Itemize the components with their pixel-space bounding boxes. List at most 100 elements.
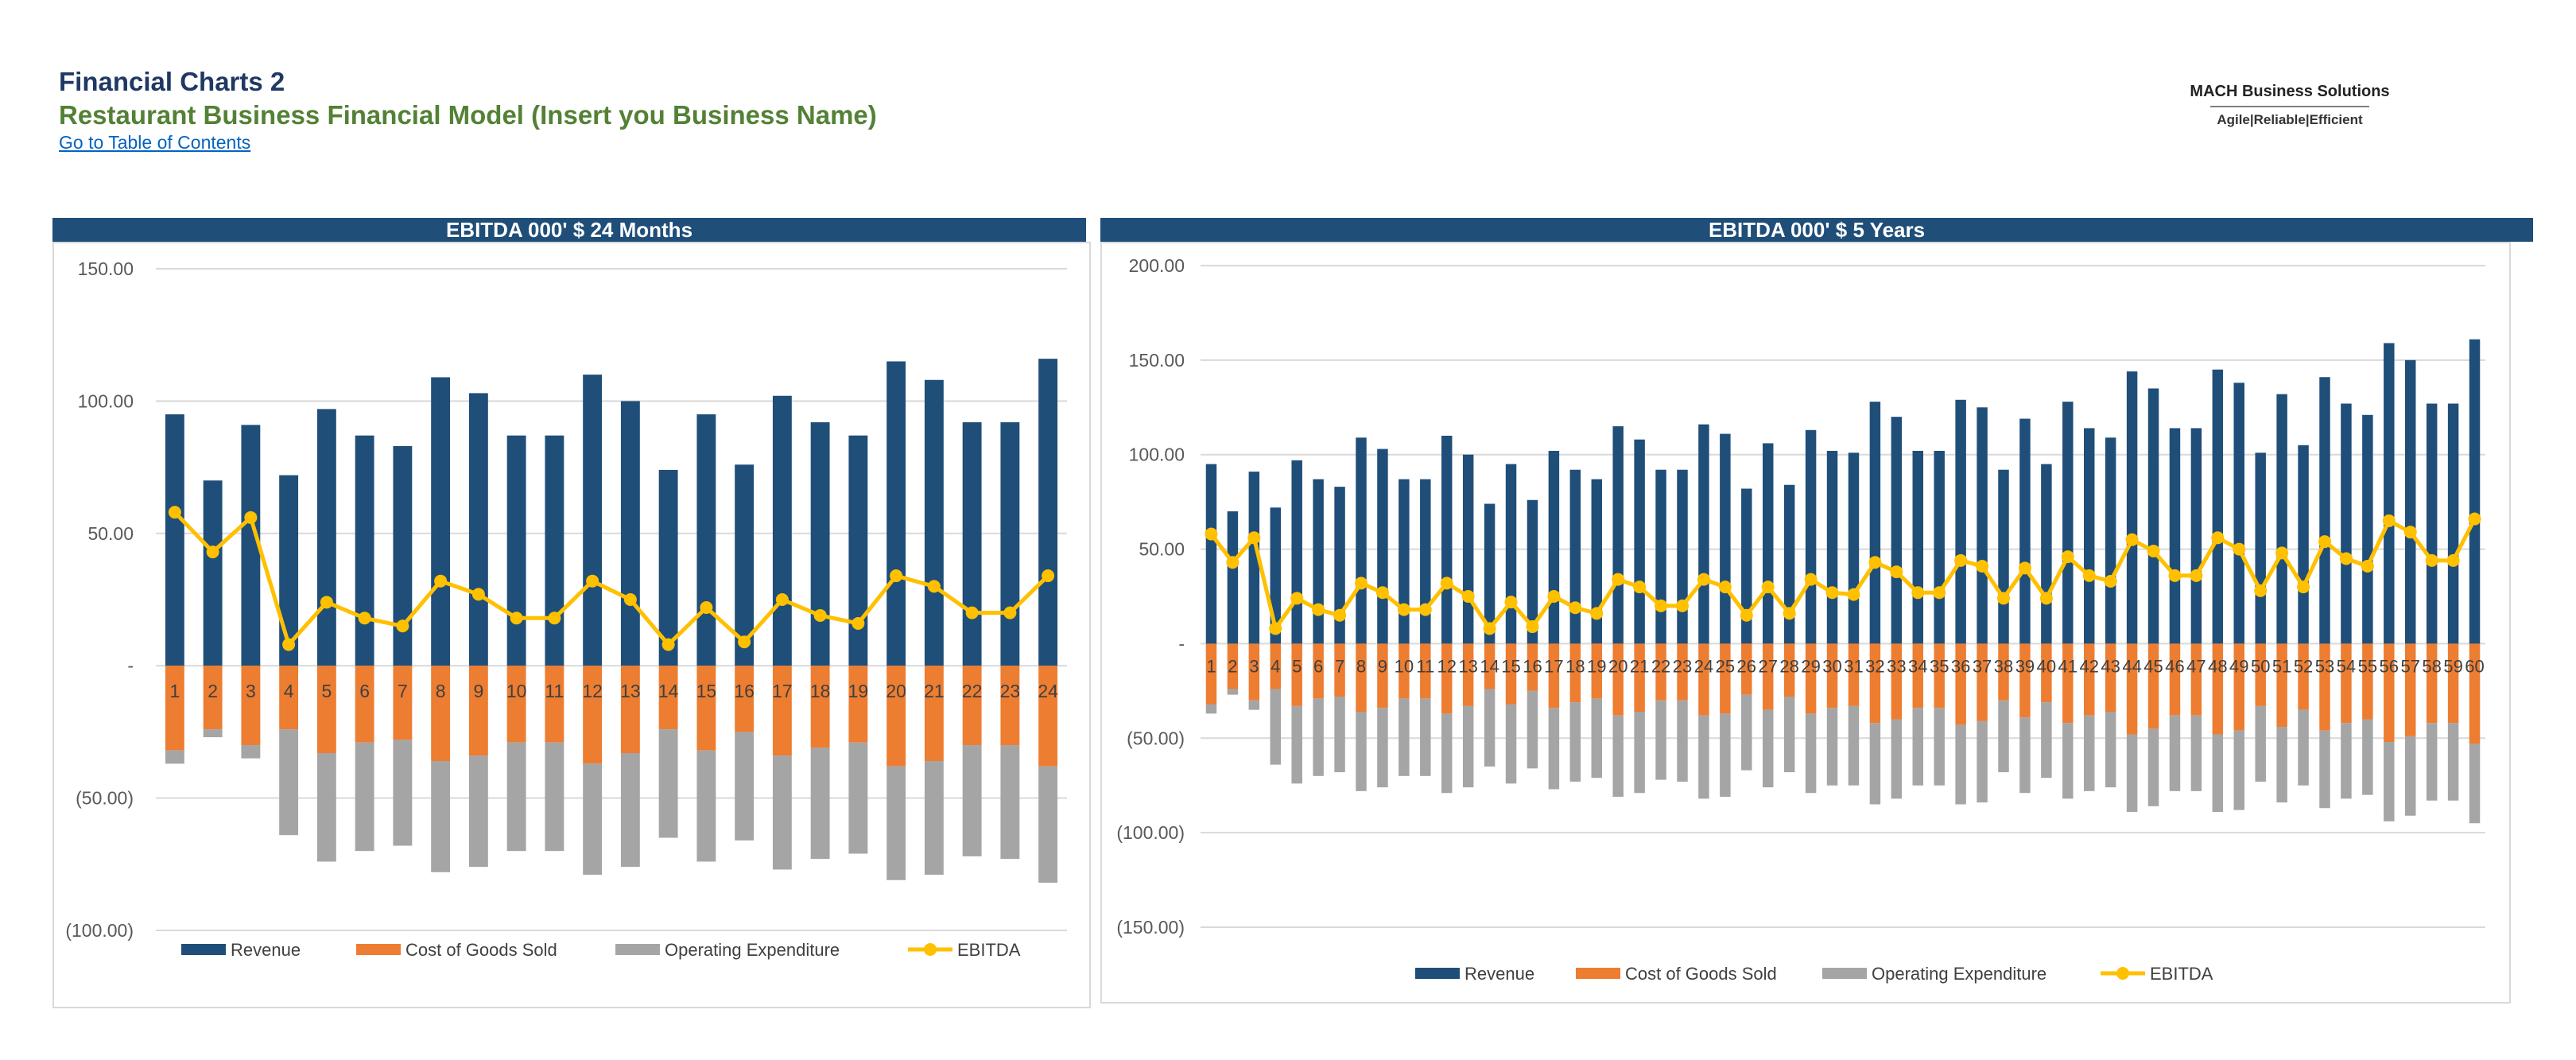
y-tick-label: 100.00 [78, 390, 134, 411]
bar-cogs [431, 666, 451, 762]
bar-revenue [1377, 448, 1388, 644]
x-category-label: 31 [1844, 656, 1863, 676]
bar-cogs [1934, 643, 1945, 709]
bar-opex [165, 750, 184, 764]
bar-cogs [1869, 643, 1881, 724]
bar-opex [2126, 734, 2138, 812]
bar-revenue [1998, 469, 2009, 644]
bar-cogs [1399, 643, 1410, 699]
logo-tagline: Agile|Reliable|Efficient [2217, 112, 2363, 127]
ebitda-point [1312, 603, 1325, 616]
chart-5-years: 200.00 150.00 100.00 50.00 - (50.00) (100.00) (… [1100, 242, 2511, 1004]
bar-revenue [1783, 484, 1795, 644]
bar-revenue [696, 414, 716, 666]
bar-revenue [393, 445, 413, 666]
bar-opex [1655, 700, 1666, 780]
bar-revenue [468, 393, 488, 666]
bar-opex [620, 753, 640, 868]
bar-cogs [620, 666, 640, 754]
bar-opex [1377, 708, 1388, 788]
bar-cogs [2190, 643, 2202, 716]
y-tick-label: (100.00) [65, 920, 134, 941]
ebitda-point [1205, 527, 1218, 541]
bar-revenue [1441, 435, 1453, 644]
ebitda-point [1783, 607, 1796, 620]
bar-cogs [1441, 643, 1453, 714]
ebitda-point [1269, 622, 1282, 635]
bar-cogs [316, 666, 336, 754]
legend-label: Revenue [1465, 964, 1534, 984]
bar-revenue [962, 422, 982, 666]
bar-opex [1399, 698, 1410, 776]
x-category-label: 11 [545, 681, 564, 701]
bar-cogs [2384, 643, 2395, 743]
ebitda-point [548, 612, 561, 625]
bar-cogs [468, 666, 488, 756]
x-category-label: 45 [2143, 656, 2163, 676]
bar-cogs [545, 666, 564, 743]
x-category-label: 20 [1608, 656, 1627, 676]
bar-cogs [1677, 643, 1688, 701]
bar-revenue [1205, 464, 1217, 644]
bar-cogs [1000, 666, 1020, 746]
x-category-label: 51 [2272, 656, 2291, 676]
ebitda-point [168, 506, 181, 519]
bar-revenue [1698, 424, 1709, 644]
x-category-label: 35 [1930, 656, 1949, 676]
x-category-label: 33 [1887, 656, 1906, 676]
bar-revenue [848, 435, 868, 666]
bar-revenue [2276, 394, 2287, 644]
bar-revenue [620, 401, 640, 666]
bar-opex [203, 729, 223, 738]
bar-revenue [658, 469, 678, 666]
y-tick-label: (50.00) [1127, 728, 1185, 748]
x-category-label: 40 [2037, 656, 2056, 676]
ebitda-point [1697, 573, 1710, 586]
bar-revenue [1548, 450, 1560, 644]
x-category-label: 42 [2079, 656, 2098, 676]
bar-revenue [279, 475, 299, 666]
bar-cogs [1591, 643, 1602, 699]
ebitda-point [813, 608, 827, 622]
bar-revenue [1313, 479, 1324, 644]
bar-opex [2447, 723, 2459, 801]
bar-cogs [165, 666, 184, 751]
ebitda-point [244, 511, 258, 524]
bar-revenue [1291, 460, 1302, 644]
ebitda-point [1997, 592, 2010, 605]
ebitda-point [1333, 608, 1347, 622]
legend-marker-ebitda [2116, 967, 2129, 980]
table-of-contents-link[interactable]: Go to Table of Contents [59, 132, 251, 153]
bar-revenue [1677, 469, 1688, 644]
ebitda-point [2104, 574, 2117, 588]
bar-opex [1955, 724, 1966, 805]
bar-cogs [2426, 643, 2438, 724]
bar-opex [355, 742, 374, 852]
ebitda-point [1375, 586, 1389, 600]
bar-cogs [2255, 643, 2266, 706]
bar-cogs [2341, 643, 2352, 724]
bar-cogs [1698, 643, 1709, 716]
bar-revenue [1634, 439, 1645, 644]
legend-label: Operating Expenditure [665, 940, 840, 960]
y-tick-label: 50.00 [87, 523, 134, 544]
bar-opex [772, 755, 792, 870]
page-title: Financial Charts 2 [59, 67, 285, 96]
bar-revenue [1955, 399, 1966, 644]
bar-cogs [506, 666, 526, 743]
bar-opex [1527, 690, 1538, 769]
bar-revenue [2469, 339, 2481, 644]
ebitda-point [1718, 580, 1732, 594]
ebitda-point [206, 546, 219, 559]
legend-label: Cost of Goods Sold [405, 940, 557, 960]
x-category-label: 55 [2358, 656, 2377, 676]
legend-marker-ebitda [924, 943, 937, 956]
ebitda-point [1740, 608, 1753, 622]
x-category-label: 44 [2122, 656, 2141, 676]
bar-opex [2255, 705, 2266, 782]
bar-cogs [2405, 643, 2416, 736]
bar-cogs [1569, 643, 1581, 703]
bar-opex [468, 755, 488, 868]
x-category-label: 12 [1437, 656, 1456, 676]
bar-opex [1763, 709, 1774, 788]
